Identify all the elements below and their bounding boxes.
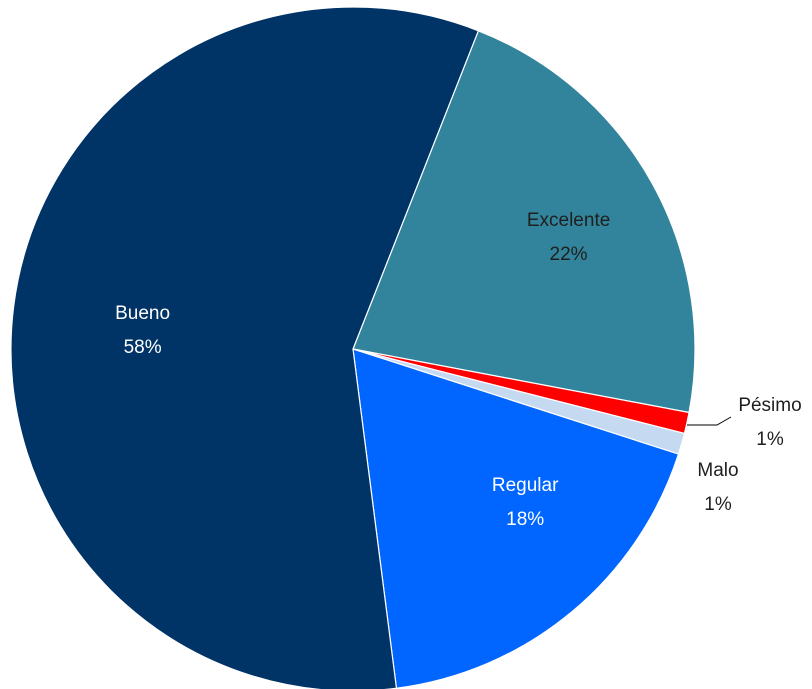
data-label-percent: 18% xyxy=(506,509,544,530)
data-label-category: Regular xyxy=(492,475,559,496)
data-label-category: Malo xyxy=(697,460,738,481)
data-label-percent: 1% xyxy=(756,429,784,450)
data-label-percent: 1% xyxy=(704,494,732,515)
data-label-category: Excelente xyxy=(527,210,610,231)
pie-slice-regular xyxy=(352,348,680,689)
data-label-pesimo: Pésimo 1% xyxy=(738,395,801,450)
data-label-percent: 58% xyxy=(124,337,162,358)
leader-lines xyxy=(687,416,732,426)
pie-slice-excelente xyxy=(352,30,696,414)
leader-line-pesimo xyxy=(687,416,732,426)
data-label-category: Bueno xyxy=(115,303,170,324)
data-label-excelente: Excelente 22% xyxy=(527,210,610,265)
data-label-bueno: Bueno 58% xyxy=(115,303,170,358)
data-label-regular: Regular 18% xyxy=(492,475,559,530)
data-label-malo: Malo 1% xyxy=(697,460,738,515)
data-label-category: Pésimo xyxy=(738,395,801,416)
pie-slices xyxy=(10,6,696,689)
data-label-percent: 22% xyxy=(550,244,588,265)
data-labels: Excelente 22% Pésimo 1% Malo 1% Regular 18% Buen… xyxy=(115,210,802,530)
pie-slice-bueno xyxy=(10,6,480,689)
